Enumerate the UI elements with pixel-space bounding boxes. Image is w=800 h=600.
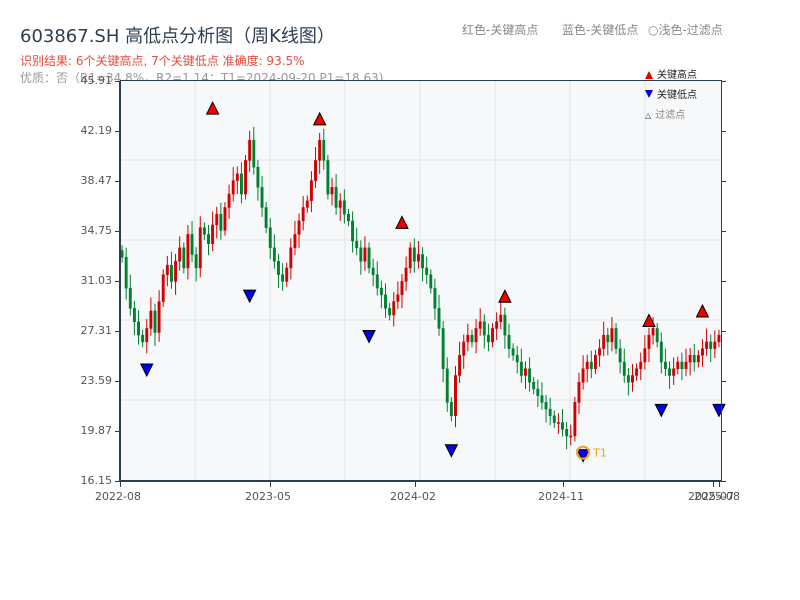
key-low-marker — [712, 403, 726, 418]
y-tick-label: 23.59 — [80, 374, 113, 387]
x-axis — [119, 480, 722, 482]
y-tick-label: 27.31 — [80, 324, 113, 337]
y-tick-label: 45.91 — [80, 74, 113, 87]
triangle-hollow-icon: △ — [645, 111, 652, 120]
y-tick-label: 19.87 — [80, 424, 113, 437]
key-low-marker — [362, 329, 376, 344]
key-low-marker — [242, 289, 257, 304]
x-tick-label: 2025-07 — [688, 490, 734, 503]
key-low-marker — [444, 444, 459, 458]
chart-title: 603867.SH 高低点分析图（周K线图） — [20, 26, 335, 47]
legend-key-low: 关键低点 — [645, 86, 697, 101]
top-legend-blue: 蓝色-关键低点 — [562, 23, 639, 37]
key-high-marker — [695, 303, 710, 318]
y-axis — [119, 81, 121, 482]
y-tick-label: 31.03 — [80, 274, 113, 287]
key-high-marker — [642, 313, 656, 327]
x-tick-label: 2024-11 — [538, 490, 584, 503]
key-low-marker — [139, 363, 154, 378]
key-high-marker — [395, 215, 409, 229]
top-border — [120, 80, 722, 81]
x-tick-label: 2024-02 — [390, 490, 436, 503]
y-tick-label: 16.15 — [80, 474, 113, 487]
x-tick-label: 2022-08 — [95, 490, 141, 503]
x-tick-label: 2025-08 — [694, 490, 740, 503]
y-tick-label: 34.75 — [80, 224, 113, 237]
legend-key-high: 关键高点 — [645, 66, 697, 81]
key-low-marker — [576, 449, 590, 463]
top-legend-red: 红色-关键高点 — [462, 23, 539, 37]
svg-text:T1: T1 — [592, 447, 607, 460]
triangle-up-icon — [645, 71, 653, 79]
legend-filtered: △ 过滤点 — [645, 110, 686, 121]
y-tick-label: 42.19 — [80, 124, 113, 137]
t1-circle — [576, 445, 591, 460]
key-low-marker — [654, 403, 669, 418]
key-high-marker — [498, 289, 512, 303]
x-tick-label: 2023-05 — [245, 490, 291, 503]
y-tick-label: 38.47 — [80, 174, 113, 187]
triangle-down-icon — [645, 90, 653, 98]
top-legend-filtered: ○浅色-过滤点 — [648, 23, 723, 37]
result-summary: 识别结果: 6个关键高点, 7个关键低点 准确度: 93.5% — [20, 54, 305, 68]
key-high-marker — [205, 100, 220, 115]
key-high-marker — [312, 111, 327, 126]
